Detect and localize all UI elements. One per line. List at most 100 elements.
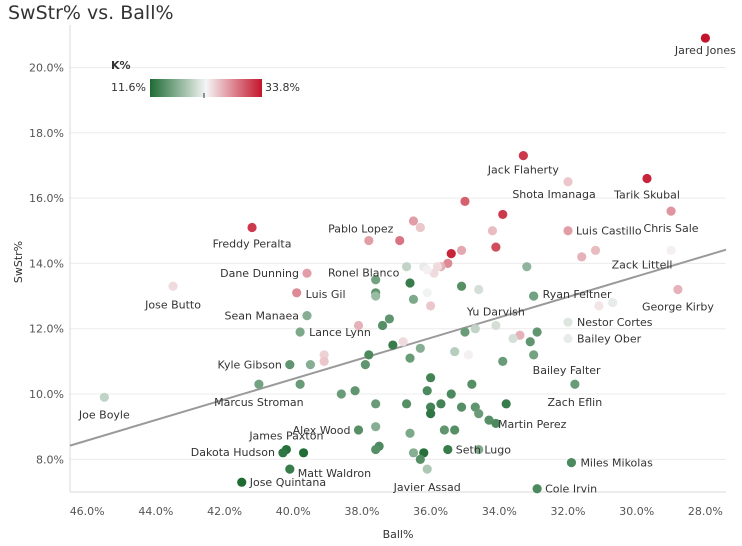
point-label: Dane Dunning [220, 267, 299, 280]
data-point [529, 350, 539, 360]
data-point [443, 444, 453, 455]
point-label: Pablo Lopez [328, 223, 394, 236]
point-label: Jack Flaherty [487, 164, 560, 177]
plot-frame [69, 25, 726, 493]
point-label: Kyle Gibson [218, 359, 282, 372]
data-point [426, 409, 436, 419]
data-point [353, 320, 364, 331]
data-point [508, 333, 518, 344]
data-point [515, 330, 525, 340]
data-point [298, 448, 309, 458]
point-label: Marcus Stroman [214, 396, 304, 409]
x-tick-label: 44.0% [138, 505, 173, 518]
data-point [563, 177, 573, 187]
data-point [666, 245, 676, 255]
trend-line [69, 248, 727, 447]
data-point [570, 379, 580, 389]
data-point [319, 356, 329, 366]
legend-max-label: 33.8% [265, 81, 300, 94]
data-point [566, 458, 577, 468]
y-tick-label: 16.0% [29, 192, 64, 205]
data-point [426, 301, 436, 311]
data-point [295, 327, 305, 337]
point-label: Zack Littell [612, 258, 673, 271]
y-axis-title: SwStr% [12, 241, 25, 283]
x-axis-title: Ball% [383, 528, 414, 541]
point-label: Jose Butto [144, 298, 201, 311]
data-point [429, 268, 439, 278]
data-point [422, 386, 432, 396]
point-label: Freddy Peralta [213, 237, 292, 250]
point-label: Alex Wood [293, 424, 351, 437]
x-tick-label: 30.0% [619, 505, 654, 518]
data-point [237, 477, 247, 487]
data-point [501, 399, 511, 409]
data-point [529, 291, 539, 301]
data-point [608, 297, 618, 308]
data-point [353, 425, 364, 435]
point-label: Cole Irvin [545, 483, 597, 496]
data-point [666, 206, 676, 216]
data-point [673, 284, 683, 295]
data-point [371, 422, 381, 432]
data-point [395, 235, 405, 246]
y-tick-label: 12.0% [29, 323, 64, 336]
data-point [525, 337, 535, 347]
data-point [415, 222, 425, 233]
y-tick-label: 20.0% [29, 61, 64, 74]
data-point [532, 484, 542, 494]
point-label: James Paxton [248, 430, 323, 443]
point-label: George Kirby [642, 301, 714, 314]
x-tick-label: 36.0% [413, 505, 448, 518]
legend-title: K% [111, 59, 131, 72]
point-label: Ronel Blanco [328, 267, 400, 280]
data-point [474, 284, 484, 295]
point-label: Lance Lynn [309, 326, 371, 339]
x-axis-ticks: 46.0% 44.0% 42.0% 40.0% 38.0% 36.0% 34.0% 32.0%… [70, 505, 723, 518]
data-point [254, 379, 264, 389]
y-tick-label: 14.0% [29, 257, 64, 270]
legend-min-label: 11.6% [111, 81, 146, 94]
data-point [168, 281, 178, 291]
data-point [405, 278, 415, 288]
y-tick-label: 10.0% [29, 388, 64, 401]
data-point [278, 448, 288, 458]
data-point [405, 428, 415, 438]
data-point [388, 340, 398, 350]
data-point [384, 314, 395, 324]
data-point [285, 360, 295, 370]
point-label: Sean Manaea [225, 310, 299, 323]
gridlines [70, 66, 726, 460]
x-tick-label: 32.0% [551, 505, 586, 518]
data-point [426, 373, 436, 383]
point-label: Luis Castillo [576, 225, 642, 238]
data-point [498, 209, 508, 220]
data-point [364, 350, 374, 360]
x-tick-label: 40.0% [276, 505, 311, 518]
data-point [408, 216, 419, 226]
data-point [446, 389, 456, 399]
data-point [302, 268, 312, 278]
data-point [522, 262, 532, 272]
y-axis-ticks: 8.0% 10.0% 12.0% 14.0% 16.0% 18.0% 20.0% [29, 61, 64, 466]
data-point [415, 454, 425, 464]
data-point [408, 294, 419, 304]
data-point [484, 415, 494, 425]
data-point [408, 448, 419, 458]
point-label: Matt Waldron [298, 467, 371, 480]
data-point [450, 425, 460, 435]
point-label: Javier Assad [393, 481, 461, 494]
data-point [415, 343, 425, 353]
data-point [371, 275, 381, 285]
data-point [371, 399, 381, 409]
x-tick-label: 46.0% [70, 505, 105, 518]
data-point [336, 389, 346, 399]
data-point [491, 418, 501, 429]
data-point [398, 337, 408, 347]
data-point [491, 320, 501, 331]
x-tick-label: 28.0% [688, 505, 723, 518]
data-point [470, 324, 480, 334]
data-point [594, 301, 604, 311]
data-point [401, 262, 412, 272]
